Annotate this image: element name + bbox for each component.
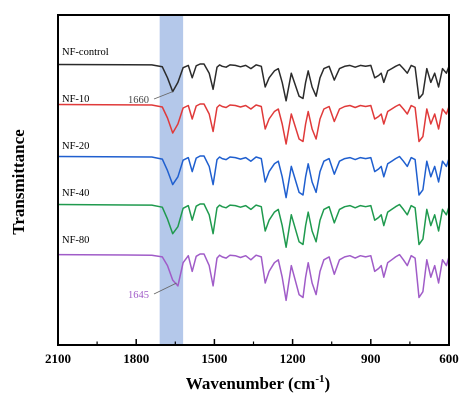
x-tick-label-2100: 2100 [45,351,71,366]
annotation-layer: 1660 1645 [128,91,177,301]
series-line-nf-control [57,63,450,102]
y-axis-label: Transmittance [9,129,28,235]
series-label-nf-20: NF-20 [62,141,89,152]
annotation-1660: 1660 [128,95,149,106]
series-label-nf-80: NF-80 [62,235,89,246]
series-line-nf-40 [57,203,450,248]
series-line-nf-10 [57,103,450,145]
x-tick-layer: 2100 1800 1500 1200 900 600 [45,339,459,366]
series-label-nf-control: NF-control [62,47,109,58]
x-axis-label-close: ) [325,374,331,393]
series-label-layer: NF-control NF-10 NF-20 NF-40 NF-80 [62,47,109,246]
x-axis-label-main: Wavenumber (cm [186,374,316,393]
x-tick-label-1500: 1500 [201,351,227,366]
series-label-nf-10: NF-10 [62,94,89,105]
x-tick-label-900: 900 [361,351,381,366]
series-layer [57,63,450,302]
x-tick-label-1800: 1800 [123,351,149,366]
annotation-leader-1645 [153,282,177,295]
x-axis-label-superscript: -1 [315,373,324,385]
series-line-nf-80 [57,253,450,302]
annotation-leader-1660 [153,91,173,100]
x-axis-label: Wavenumber (cm-1) [186,373,330,393]
series-label-nf-40: NF-40 [62,188,89,199]
x-tick-label-1200: 1200 [280,351,306,366]
x-tick-label-600: 600 [439,351,459,366]
annotation-1645: 1645 [128,290,149,301]
series-line-nf-20 [57,155,450,199]
